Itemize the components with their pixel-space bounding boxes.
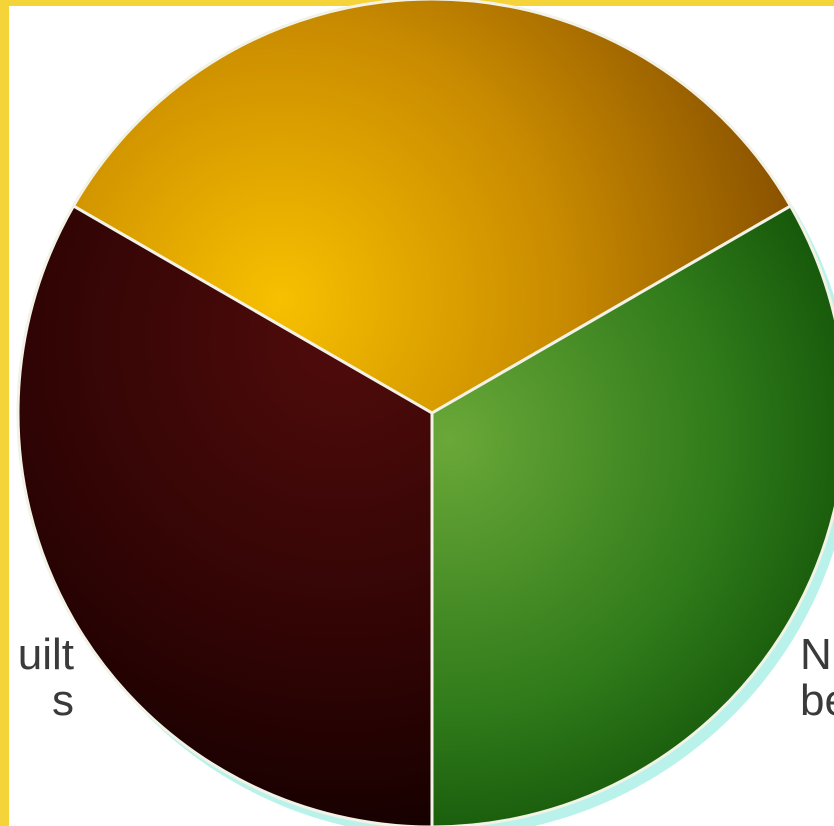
slice-label-right: N be bbox=[800, 630, 834, 725]
pie-slice-right bbox=[430, 204, 834, 826]
pie-slices bbox=[16, 0, 834, 826]
slice-label-left: uilt s bbox=[17, 632, 74, 724]
frame-left-border bbox=[0, 0, 9, 826]
pie-slice-left bbox=[16, 204, 434, 826]
pie-slice-top bbox=[71, 0, 793, 415]
